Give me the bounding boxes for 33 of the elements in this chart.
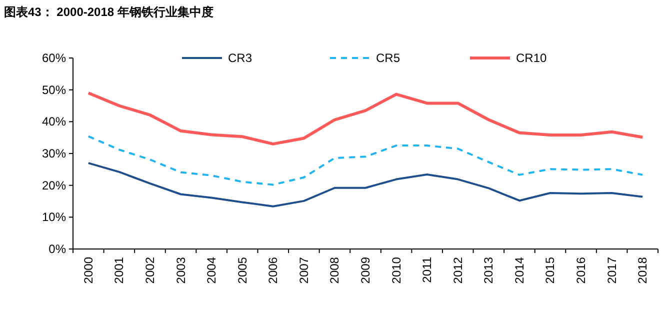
legend-label: CR3 bbox=[228, 51, 252, 65]
x-tick-label: 2003 bbox=[174, 256, 188, 284]
y-tick-label: 20% bbox=[42, 178, 66, 192]
y-tick-label: 60% bbox=[42, 51, 66, 65]
x-tick-label: 2004 bbox=[204, 256, 219, 284]
line-series bbox=[87, 135, 644, 186]
x-tick-label: 2002 bbox=[142, 256, 157, 284]
line-series bbox=[87, 162, 644, 208]
x-tick-label: 2013 bbox=[482, 256, 496, 284]
chart-title: 图表43： 2000-2018 年钢铁行业集中度 bbox=[4, 5, 214, 19]
x-tick-label: 2014 bbox=[512, 256, 526, 284]
y-tick-label: 40% bbox=[42, 114, 66, 129]
line-series bbox=[86, 92, 644, 146]
legend-label: CR10 bbox=[516, 51, 548, 65]
x-tick-label: 2015 bbox=[543, 256, 558, 284]
x-tick-label: 2008 bbox=[328, 256, 342, 284]
x-tick-label: 2006 bbox=[266, 256, 280, 284]
y-tick-label: 10% bbox=[42, 210, 66, 224]
legend-label: CR5 bbox=[376, 51, 400, 65]
x-tick-label: 2007 bbox=[296, 256, 311, 284]
x-tick-label: 2018 bbox=[636, 256, 650, 284]
x-tick-label: 2017 bbox=[604, 256, 619, 284]
x-tick-label: 2001 bbox=[112, 256, 126, 284]
y-tick-label: 50% bbox=[42, 82, 66, 97]
x-tick-label: 2012 bbox=[450, 256, 465, 284]
y-tick-label: 30% bbox=[42, 146, 66, 160]
x-tick-label: 2016 bbox=[574, 256, 588, 284]
x-tick-label: 2009 bbox=[358, 256, 372, 284]
x-tick-label: 2000 bbox=[81, 256, 96, 284]
y-tick-label: 0% bbox=[48, 242, 66, 256]
x-tick-label: 2011 bbox=[420, 256, 434, 283]
x-tick-label: 2005 bbox=[235, 256, 250, 284]
x-tick-label: 2010 bbox=[389, 256, 404, 284]
